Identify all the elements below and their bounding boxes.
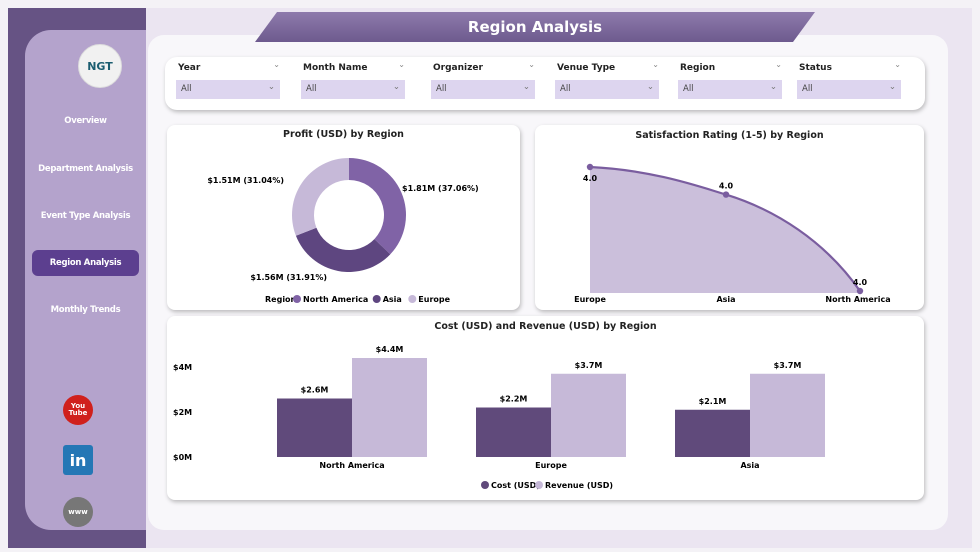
data-label: $2.6M xyxy=(301,386,329,395)
bar-cost[interactable] xyxy=(675,409,750,457)
sidebar-item-region-analysis[interactable]: Region Analysis xyxy=(32,250,139,276)
data-label: $2.1M xyxy=(699,397,727,406)
data-label: $3.7M xyxy=(774,361,802,370)
x-tick-label: North America xyxy=(319,461,384,470)
sidebar-item-overview[interactable]: Overview xyxy=(64,116,107,126)
cost-revenue-card: Cost (USD) and Revenue (USD) by Region $… xyxy=(167,316,924,500)
x-tick-label: Asia xyxy=(740,461,759,470)
chevron-down-icon: ⌄ xyxy=(888,82,896,92)
filter-dropdown[interactable]: All ⌄ xyxy=(555,80,659,99)
y-tick-label: $0M xyxy=(173,453,192,462)
y-tick-label: $2M xyxy=(173,408,192,417)
data-label: $2.2M xyxy=(500,395,528,404)
chevron-down-icon[interactable]: ⌄ xyxy=(894,60,901,69)
area-fill xyxy=(590,167,860,293)
filter-bar: Year ⌄ All ⌄ Month Name ⌄ All ⌄ Organizer ⌄ A… xyxy=(165,57,925,110)
data-label: $4.4M xyxy=(376,345,404,354)
chevron-down-icon[interactable]: ⌄ xyxy=(398,60,405,69)
filter-dropdown[interactable]: All ⌄ xyxy=(176,80,280,99)
linkedin-icon[interactable]: in xyxy=(63,445,93,475)
chevron-down-icon: ⌄ xyxy=(769,82,777,92)
donut-slice-north-america[interactable] xyxy=(349,158,406,255)
chevron-down-icon[interactable]: ⌄ xyxy=(652,60,659,69)
filter-dropdown[interactable]: All ⌄ xyxy=(678,80,782,99)
legend-marker xyxy=(535,481,543,489)
x-tick-label: Europe xyxy=(574,295,606,304)
data-label: $3.7M xyxy=(575,361,603,370)
legend-item[interactable]: Revenue (USD) xyxy=(545,481,613,490)
x-tick-label: Asia xyxy=(716,295,735,304)
sidebar-item-monthly-trends[interactable]: Monthly Trends xyxy=(50,305,121,315)
bar-cost[interactable] xyxy=(476,407,551,458)
x-tick-label: North America xyxy=(825,295,890,304)
chevron-down-icon: ⌄ xyxy=(392,82,400,92)
page-title: Region Analysis xyxy=(255,12,815,42)
chevron-down-icon: ⌄ xyxy=(646,82,654,92)
legend-marker xyxy=(372,295,381,303)
legend-marker xyxy=(408,295,417,303)
data-label: 4.0 xyxy=(583,174,598,183)
legend-item[interactable]: Cost (USD) xyxy=(491,481,540,490)
chart-title: Satisfaction Rating (1-5) by Region xyxy=(635,130,824,141)
legend-item[interactable]: Europe xyxy=(418,295,450,304)
filter-dropdown[interactable]: All ⌄ xyxy=(301,80,405,99)
data-point[interactable] xyxy=(856,287,864,295)
youtube-icon[interactable]: You Tube xyxy=(63,395,93,425)
data-label: $1.81M (37.06%) xyxy=(402,184,479,193)
chart-title: Profit (USD) by Region xyxy=(283,129,404,140)
x-tick-label: Europe xyxy=(535,461,567,470)
data-label: $1.51M (31.04%) xyxy=(207,176,284,185)
profit-donut-card: Profit (USD) by Region $1.81M (37.06%) $1… xyxy=(167,125,520,310)
data-point[interactable] xyxy=(586,163,594,171)
legend-marker xyxy=(481,481,489,489)
chevron-down-icon: ⌄ xyxy=(267,82,275,92)
legend-item[interactable]: Asia xyxy=(383,295,402,304)
legend-title: Region xyxy=(265,295,297,304)
legend-item[interactable]: North America xyxy=(303,295,368,304)
filter-dropdown[interactable]: All ⌄ xyxy=(797,80,901,99)
globe-icon[interactable]: www xyxy=(63,497,93,527)
data-label: 4.0 xyxy=(719,182,734,191)
satisfaction-card: Satisfaction Rating (1-5) by Region 4.0 E… xyxy=(535,125,924,310)
logo: NGT xyxy=(78,44,122,88)
sidebar-item-department-analysis[interactable]: Department Analysis xyxy=(38,164,133,174)
bar-revenue[interactable] xyxy=(750,373,825,457)
filter-dropdown[interactable]: All ⌄ xyxy=(431,80,535,99)
sidebar-item-event-type-analysis[interactable]: Event Type Analysis xyxy=(40,211,131,221)
y-tick-label: $4M xyxy=(173,363,192,372)
bar-revenue[interactable] xyxy=(352,358,427,457)
chart-title: Cost (USD) and Revenue (USD) by Region xyxy=(434,321,657,332)
data-label: 4.0 xyxy=(853,278,868,287)
chevron-down-icon[interactable]: ⌄ xyxy=(528,60,535,69)
donut-slice-asia[interactable] xyxy=(295,227,391,272)
chevron-down-icon: ⌄ xyxy=(522,82,530,92)
bar-cost[interactable] xyxy=(277,398,352,458)
chevron-down-icon[interactable]: ⌄ xyxy=(273,60,280,69)
chevron-down-icon[interactable]: ⌄ xyxy=(775,60,782,69)
bar-revenue[interactable] xyxy=(551,373,626,457)
data-label: $1.56M (31.91%) xyxy=(250,273,327,282)
legend-marker xyxy=(293,295,301,303)
donut-slice-europe[interactable] xyxy=(292,158,349,236)
data-point[interactable] xyxy=(722,191,730,198)
